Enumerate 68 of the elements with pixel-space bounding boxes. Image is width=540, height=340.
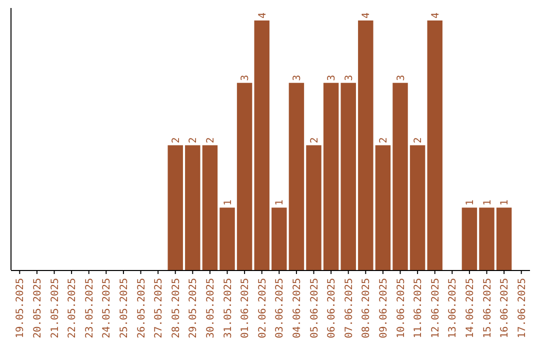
- bar: [202, 145, 218, 270]
- x-tick-label: 30.05.2025: [205, 278, 216, 338]
- data-label: 2: [188, 137, 200, 144]
- bar: [288, 82, 304, 270]
- data-label: 3: [344, 74, 355, 81]
- data-label: 4: [361, 12, 372, 18]
- x-tick-label: 25.05.2025: [118, 278, 130, 338]
- x-tick-label: 03.06.2025: [274, 278, 286, 338]
- bar: [427, 20, 442, 270]
- data-label: 2: [205, 137, 216, 144]
- bar: [220, 208, 235, 270]
- data-label: 1: [482, 200, 494, 206]
- data-label: 1: [222, 200, 234, 206]
- data-label: 3: [292, 74, 303, 81]
- x-tick-label: 01.06.2025: [240, 278, 252, 338]
- x-tick-label: 11.06.2025: [413, 278, 424, 338]
- x-tick-label: 27.05.2025: [154, 278, 165, 338]
- x-tick-label: 23.05.2025: [84, 278, 96, 338]
- x-tick-label: 10.06.2025: [396, 278, 407, 338]
- x-tick-label: 15.06.2025: [482, 278, 494, 338]
- x-tick-label: 05.06.2025: [309, 278, 320, 338]
- x-tick-label: 17.06.2025: [516, 278, 528, 338]
- data-label: 4: [430, 12, 442, 18]
- bar: [306, 145, 322, 270]
- data-label: 2: [309, 137, 320, 144]
- x-tick-label: 07.06.2025: [344, 278, 355, 338]
- bar: [323, 82, 339, 270]
- bar: [410, 145, 426, 270]
- x-tick-label: 06.06.2025: [326, 278, 338, 338]
- x-tick-label: 08.06.2025: [361, 278, 372, 338]
- x-tick-label: 24.05.2025: [102, 278, 113, 338]
- x-tick-label: 26.05.2025: [136, 278, 148, 338]
- x-tick-label: 12.06.2025: [430, 278, 442, 338]
- bar: [254, 20, 270, 270]
- data-label: 2: [413, 137, 424, 144]
- data-label: 4: [257, 12, 268, 18]
- x-tick-label: 21.05.2025: [50, 278, 61, 338]
- data-label: 2: [378, 137, 390, 144]
- bar: [340, 82, 356, 270]
- bar: [375, 145, 391, 270]
- bar: [392, 82, 408, 270]
- x-tick-label: 09.06.2025: [378, 278, 390, 338]
- data-label: 1: [274, 200, 286, 206]
- x-tick-label: 16.06.2025: [500, 278, 511, 338]
- bar: [479, 208, 494, 270]
- x-tick-label: 22.05.2025: [67, 278, 78, 338]
- data-label: 2: [170, 137, 182, 144]
- bar: [236, 82, 252, 270]
- data-label: 3: [326, 74, 338, 81]
- x-tick-label: 13.06.2025: [448, 278, 459, 338]
- bar: [185, 145, 200, 270]
- x-tick-label: 31.05.2025: [222, 278, 234, 338]
- x-tick-label: 29.05.2025: [188, 278, 200, 338]
- data-label: 3: [240, 74, 252, 81]
- x-tick-label: 28.05.2025: [170, 278, 182, 338]
- x-tick-label: 14.06.2025: [464, 278, 476, 338]
- bar: [272, 208, 287, 270]
- x-tick-label: 20.05.2025: [32, 278, 44, 338]
- x-tick-label: 02.06.2025: [257, 278, 268, 338]
- x-tick-label: 19.05.2025: [15, 278, 26, 338]
- bar: [496, 208, 512, 270]
- bar: [168, 145, 183, 270]
- data-label: 1: [464, 200, 476, 206]
- data-label: 3: [396, 74, 407, 81]
- bar: [358, 20, 374, 270]
- bar: [462, 208, 478, 270]
- x-tick-label: 04.06.2025: [292, 278, 303, 338]
- data-label: 1: [500, 200, 511, 206]
